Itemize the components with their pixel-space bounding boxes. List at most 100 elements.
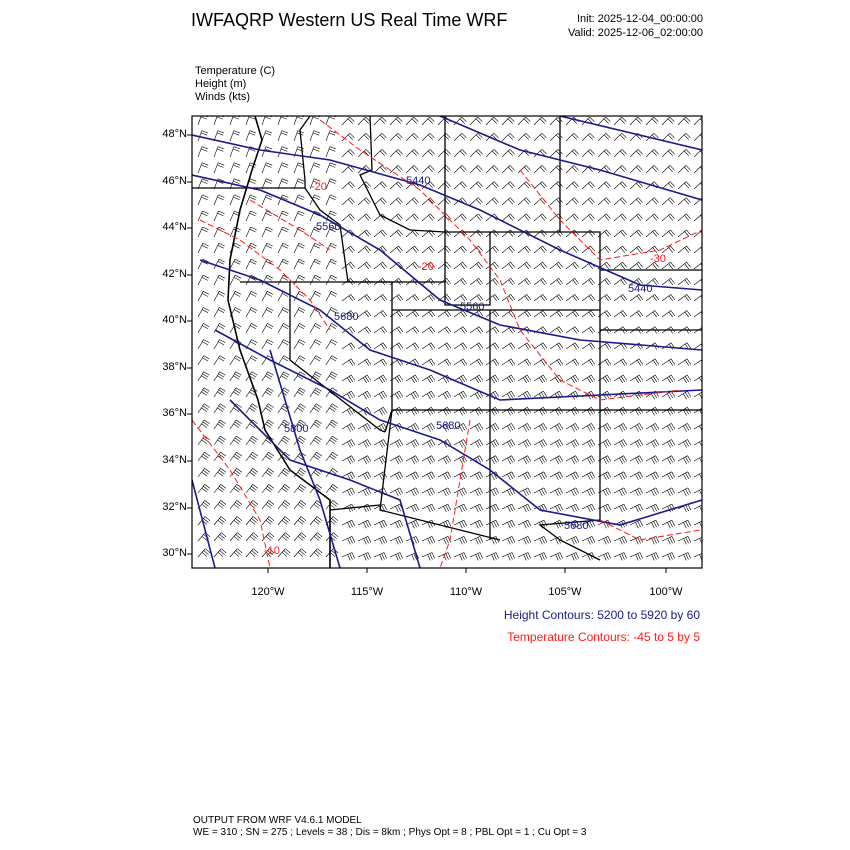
wind-barb <box>533 261 547 270</box>
wind-barb <box>325 451 338 462</box>
wind-barb <box>453 503 468 513</box>
wind-barb <box>565 455 580 464</box>
field-temperature: Temperature (C) <box>195 65 276 77</box>
wind-barb <box>533 487 548 497</box>
wind-barb <box>533 213 547 222</box>
wind-barb <box>597 132 611 142</box>
wind-barb <box>677 487 692 497</box>
wind-barb <box>421 439 436 448</box>
wind-barb <box>485 358 500 366</box>
wind-barb <box>437 326 452 334</box>
wind-barb <box>693 246 702 254</box>
wind-barb <box>229 162 241 174</box>
wind-barb <box>661 455 676 464</box>
wind-barb <box>197 403 210 414</box>
lat-label: 36°N <box>162 407 187 419</box>
wind-barb <box>357 455 372 464</box>
wind-barb <box>629 278 643 286</box>
wind-barb <box>245 419 258 430</box>
wind-barb <box>581 471 596 481</box>
wind-barb <box>677 358 692 366</box>
contour-label: -10 <box>264 545 280 557</box>
wind-barb <box>469 261 483 270</box>
wind-barb <box>645 439 660 448</box>
wind-barb <box>261 484 275 494</box>
wind-barb <box>549 552 563 561</box>
lat-label: 34°N <box>162 454 187 466</box>
wind-barb <box>197 274 210 286</box>
wind-barb <box>341 519 356 529</box>
wind-barb <box>421 245 435 254</box>
wind-barb <box>437 358 452 366</box>
wind-barb <box>245 435 258 446</box>
wind-barb <box>549 455 564 464</box>
wind-barb <box>485 310 500 318</box>
wind-barb <box>469 213 483 222</box>
wind-barb <box>325 226 337 238</box>
wind-barb <box>501 310 516 318</box>
wind-barb <box>261 532 275 542</box>
field-height: Height (m) <box>195 78 247 90</box>
wind-barb <box>277 162 289 174</box>
wind-barb <box>629 519 644 529</box>
wind-barb <box>469 358 484 366</box>
wind-barb <box>453 181 467 190</box>
wind-barb <box>405 519 420 529</box>
wind-barb <box>581 149 595 158</box>
wind-barb <box>389 149 403 158</box>
wind-barb <box>197 467 211 478</box>
wind-barb <box>373 423 388 432</box>
wind-barb <box>501 165 515 174</box>
lon-label: 115°W <box>350 586 384 598</box>
wind-barb <box>613 149 627 158</box>
wind-barb <box>501 132 515 142</box>
wind-barb <box>373 455 388 464</box>
wind-barb <box>613 181 627 190</box>
wind-barb <box>325 387 338 398</box>
wind-barb <box>261 210 273 222</box>
wind-barb <box>645 165 659 174</box>
wind-barb <box>597 165 611 174</box>
wind-barb <box>453 310 468 318</box>
wind-barb <box>213 323 226 334</box>
wind-barb <box>565 132 579 142</box>
lat-label: 44°N <box>162 221 187 233</box>
wind-barb <box>661 407 676 416</box>
wind-barb <box>693 456 702 464</box>
wind-barb <box>613 407 628 416</box>
wind-barb <box>501 536 516 545</box>
wind-barb <box>245 467 259 478</box>
wind-barb <box>261 323 274 334</box>
wind-barb <box>613 487 628 497</box>
wind-barb <box>517 390 532 400</box>
wind-barb <box>645 390 660 400</box>
wind-barb <box>645 213 659 222</box>
wind-barb <box>517 407 532 416</box>
wind-barb <box>517 294 532 302</box>
wind-barb <box>565 358 580 366</box>
wind-barb <box>597 374 612 384</box>
wind-barb <box>677 390 692 400</box>
wind-barb <box>325 291 338 302</box>
wind-barb <box>277 532 291 542</box>
wind-barb <box>485 439 500 448</box>
wind-barb <box>661 503 676 513</box>
wind-barb <box>277 371 290 382</box>
wind-barb <box>389 165 403 174</box>
wind-barb <box>293 323 306 334</box>
wind-barb <box>485 165 499 174</box>
wind-barb <box>309 500 323 510</box>
wind-barb <box>325 371 338 382</box>
wind-barb <box>501 439 516 448</box>
wind-barb <box>373 132 387 142</box>
wind-barb <box>405 261 419 270</box>
wind-barb <box>501 116 515 126</box>
wind-barb <box>245 548 259 558</box>
wind-barb <box>373 471 388 481</box>
wind-barb <box>341 261 355 270</box>
wind-barb <box>645 310 660 318</box>
wind-barb <box>261 194 273 206</box>
wind-barb <box>261 178 273 190</box>
wind-barb <box>373 439 388 448</box>
wind-barb <box>517 487 532 497</box>
